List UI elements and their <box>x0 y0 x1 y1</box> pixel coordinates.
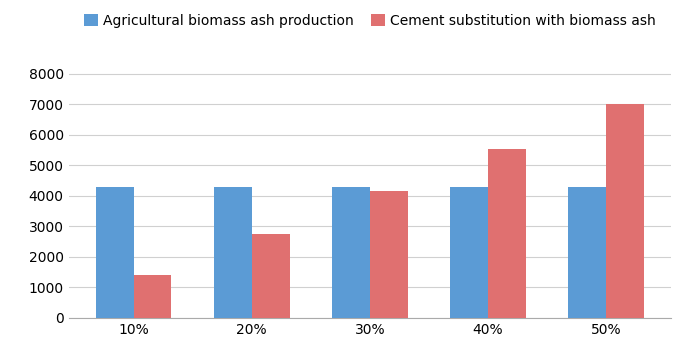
Bar <box>252 234 290 318</box>
Bar <box>569 187 606 318</box>
Bar <box>488 149 526 318</box>
Bar <box>370 191 408 318</box>
Bar <box>96 187 134 318</box>
Bar <box>332 187 370 318</box>
Bar <box>134 275 171 318</box>
Bar <box>606 104 644 318</box>
Bar <box>214 187 252 318</box>
Bar <box>450 187 488 318</box>
Legend: Agricultural biomass ash production, Cement substitution with biomass ash: Agricultural biomass ash production, Cem… <box>78 8 662 33</box>
